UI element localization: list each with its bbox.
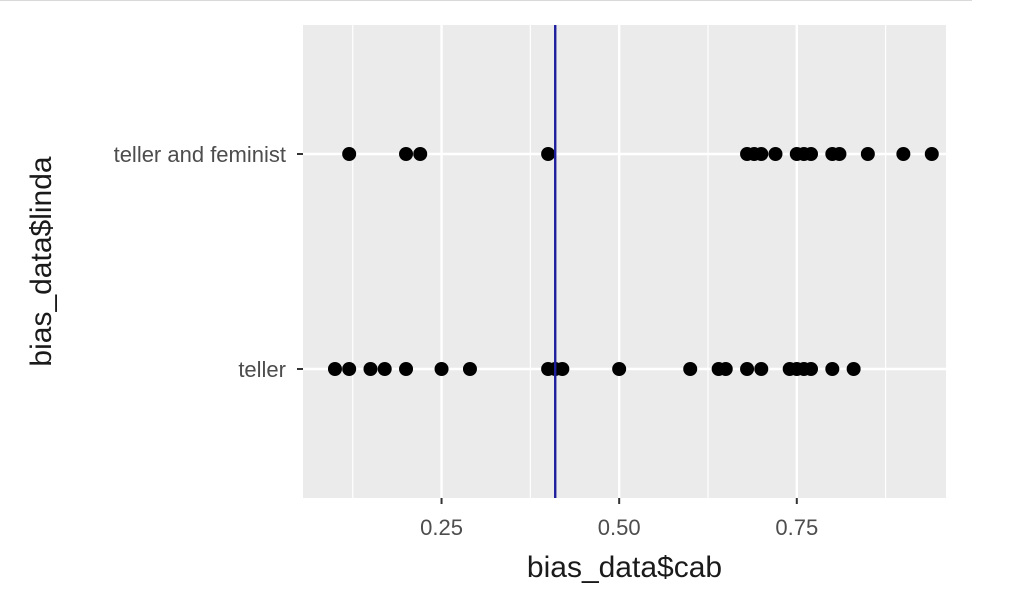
y-axis-title: bias_data$linda [25, 156, 58, 366]
data-point [825, 362, 840, 376]
data-point [804, 362, 819, 376]
data-point [924, 147, 939, 161]
x-tick-label: 0.25 [420, 515, 463, 540]
x-tick-label: 0.50 [598, 515, 641, 540]
x-axis-title: bias_data$cab [527, 551, 722, 584]
data-point [462, 362, 477, 376]
data-point [804, 147, 819, 161]
data-point [413, 147, 428, 161]
plot-panel [303, 25, 946, 498]
y-tick-label: teller [238, 357, 286, 382]
x-tick-label: 0.75 [775, 515, 818, 540]
data-point [768, 147, 783, 161]
data-point [399, 147, 414, 161]
data-point [832, 147, 847, 161]
data-point [434, 362, 449, 376]
data-point [555, 362, 570, 376]
data-point [896, 147, 911, 161]
data-point [718, 362, 733, 376]
data-point [377, 362, 392, 376]
data-point [342, 147, 357, 161]
y-tick-label: teller and feminist [114, 142, 286, 167]
data-point [327, 362, 342, 376]
data-point [683, 362, 698, 376]
data-point [754, 147, 769, 161]
top-divider [0, 0, 972, 1]
data-point [740, 362, 755, 376]
data-point [541, 147, 556, 161]
data-point [860, 147, 875, 161]
data-point [342, 362, 357, 376]
data-point [754, 362, 769, 376]
data-point [363, 362, 378, 376]
data-point [846, 362, 861, 376]
data-point [612, 362, 627, 376]
data-point [399, 362, 414, 376]
